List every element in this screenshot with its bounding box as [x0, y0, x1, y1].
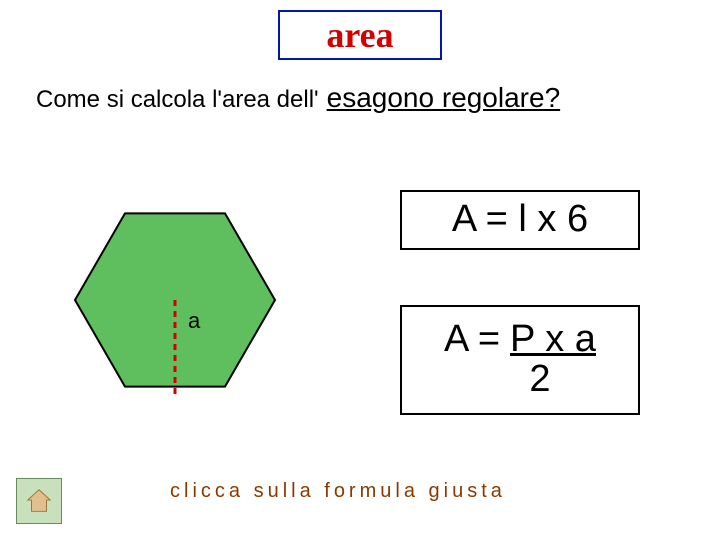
formula-2-lhs: A =: [444, 320, 500, 360]
apothem-label: a: [188, 308, 200, 334]
hexagon-svg: [60, 190, 290, 420]
formula-option-2[interactable]: A = P x a 2: [400, 305, 640, 415]
title-box: area: [278, 10, 442, 60]
formula-2-num: P x a: [510, 320, 596, 360]
question-prefix: Come si calcola l'area dell': [36, 86, 319, 114]
title-text: area: [326, 14, 393, 56]
home-icon: [24, 486, 54, 516]
formula-option-1[interactable]: A = l x 6: [400, 190, 640, 250]
formula-1-text: A = l x 6: [452, 200, 588, 240]
question-shape: esagono regolare?: [327, 82, 561, 114]
hint-text: clicca sulla formula giusta: [170, 480, 506, 503]
hexagon-diagram: a: [60, 190, 290, 420]
home-button[interactable]: [16, 478, 62, 524]
formula-2-den: 2: [499, 360, 550, 400]
question: Come si calcola l'area dell' esagono reg…: [36, 82, 560, 114]
